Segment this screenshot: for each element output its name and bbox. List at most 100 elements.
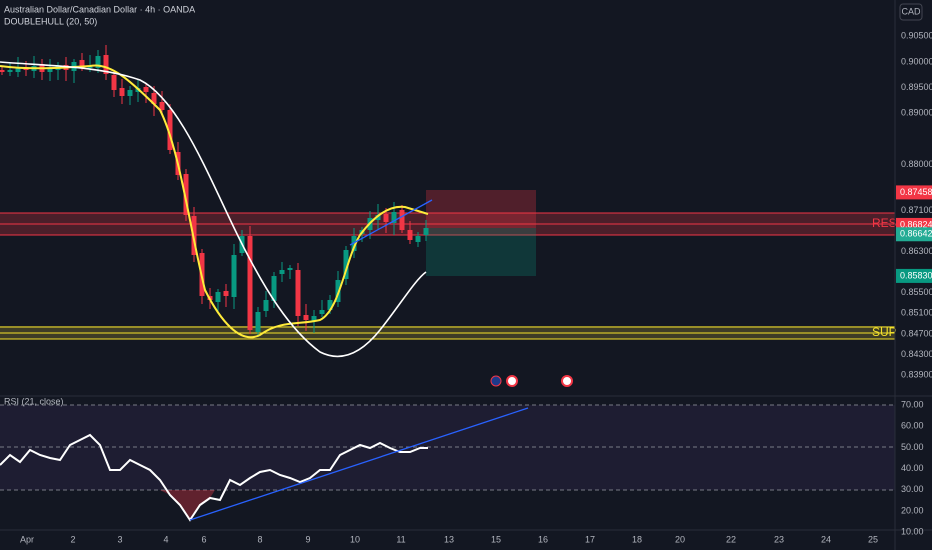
indicator-title: DOUBLEHULL (20, 50) (4, 16, 97, 26)
candle-body (0, 70, 5, 72)
candle-body (327, 300, 333, 310)
target-zone (426, 228, 536, 276)
candle-body (15, 68, 21, 72)
candle-body (407, 230, 413, 240)
time-tick-label: 15 (491, 534, 501, 544)
rsi-tick-label: 50.00 (901, 442, 924, 452)
time-tick-label: Apr (20, 534, 34, 544)
candle-body (271, 276, 277, 301)
rsi-tick-label: 70.00 (901, 399, 924, 409)
time-tick-label: 17 (585, 534, 595, 544)
price-tick-label: 0.83900 (901, 369, 932, 379)
price-tick-label: 0.89000 (901, 108, 932, 118)
candle-body (215, 292, 221, 302)
time-tick-label: 9 (305, 534, 310, 544)
sup-label: SUP (872, 325, 897, 339)
candle-body (311, 316, 317, 321)
price-tick-label: 0.90000 (901, 56, 932, 66)
price-badge-label: 0.86824 (900, 219, 932, 229)
rsi-line (0, 433, 428, 522)
price-tick-label: 0.88000 (901, 159, 932, 169)
time-tick-label: 25 (868, 534, 878, 544)
candle-body (127, 90, 133, 96)
time-tick-label: 24 (821, 534, 831, 544)
candle-body (319, 310, 325, 314)
time-tick-label: 8 (257, 534, 262, 544)
price-tick-label: 0.85100 (901, 308, 932, 318)
candle-body (279, 270, 285, 274)
time-tick-label: 3 (117, 534, 122, 544)
candle-body (287, 268, 293, 270)
price-tick-label: 0.90500 (901, 31, 932, 41)
res-label: RES (872, 216, 897, 230)
time-tick-label: 23 (774, 534, 784, 544)
price-badge (896, 227, 932, 242)
candle-body (263, 300, 269, 311)
time-tick-label: 2 (70, 534, 75, 544)
candle-body (183, 174, 189, 215)
currency-label[interactable]: CAD (901, 6, 921, 16)
candle-body (247, 236, 253, 330)
rsi-tick-label: 10.00 (901, 527, 924, 537)
price-tick-label: 0.87100 (901, 205, 932, 215)
price-badge-label: 0.85830 (900, 270, 932, 280)
candle-body (391, 212, 397, 223)
candle-body (47, 68, 53, 72)
time-tick-label: 20 (675, 534, 685, 544)
candle-body (415, 236, 421, 242)
price-badge-label: 0.86642 (900, 229, 932, 239)
candle-body (103, 55, 109, 74)
candle-body (231, 255, 237, 297)
fast-hull (0, 64, 429, 339)
event-icon[interactable] (561, 375, 573, 387)
rsi-trendline (189, 407, 529, 521)
time-tick-label: 4 (163, 534, 168, 544)
price-badge-label: 0.87458 (900, 187, 932, 197)
candle-body (151, 93, 157, 104)
time-tick-label: 18 (632, 534, 642, 544)
candle-body (375, 215, 381, 220)
candle-body (159, 102, 165, 110)
candle-body (223, 291, 229, 296)
time-tick-label: 13 (444, 534, 454, 544)
candle-body (295, 270, 301, 316)
candle-body (383, 214, 389, 222)
event-icon[interactable] (506, 375, 518, 387)
price-badge (896, 268, 932, 283)
candle-body (167, 110, 173, 150)
time-tick-label: 22 (726, 534, 736, 544)
time-tick-label: 16 (538, 534, 548, 544)
candle-body (79, 60, 85, 68)
candle-body (423, 228, 429, 235)
price-tick-label: 0.86300 (901, 246, 932, 256)
candle-body (143, 87, 149, 92)
candle-body (343, 250, 349, 279)
event-icon[interactable] (490, 375, 502, 387)
price-tick-label: 0.84700 (901, 328, 932, 338)
price-badge (896, 185, 932, 200)
candle-body (111, 75, 117, 90)
candle-body (303, 315, 309, 320)
time-tick-label: 6 (201, 534, 206, 544)
rsi-tick-label: 40.00 (901, 463, 924, 473)
stop-zone (426, 190, 536, 228)
currency-button[interactable] (899, 3, 923, 21)
axes: 0.90500 0.90000 0.89500 0.89000 0.88000 0.871… (20, 31, 932, 544)
candle-body (119, 88, 125, 96)
candle-body (95, 56, 101, 68)
rsi-title: RSI (21, close) (4, 396, 64, 406)
candle-body (7, 70, 13, 72)
time-tick-label: 10 (350, 534, 360, 544)
candle-body (255, 312, 261, 332)
price-tick-label: 0.89500 (901, 82, 932, 92)
trendline (349, 199, 433, 246)
price-tick-label: 0.85500 (901, 287, 932, 297)
symbol-title: Australian Dollar/Canadian Dollar · 4h ·… (4, 4, 195, 14)
candle-body (399, 210, 405, 230)
rsi-tick-label: 20.00 (901, 505, 924, 515)
rsi-tick-label: 60.00 (901, 421, 924, 431)
price-tick-label: 0.84300 (901, 349, 932, 359)
slow-hull (0, 61, 427, 358)
